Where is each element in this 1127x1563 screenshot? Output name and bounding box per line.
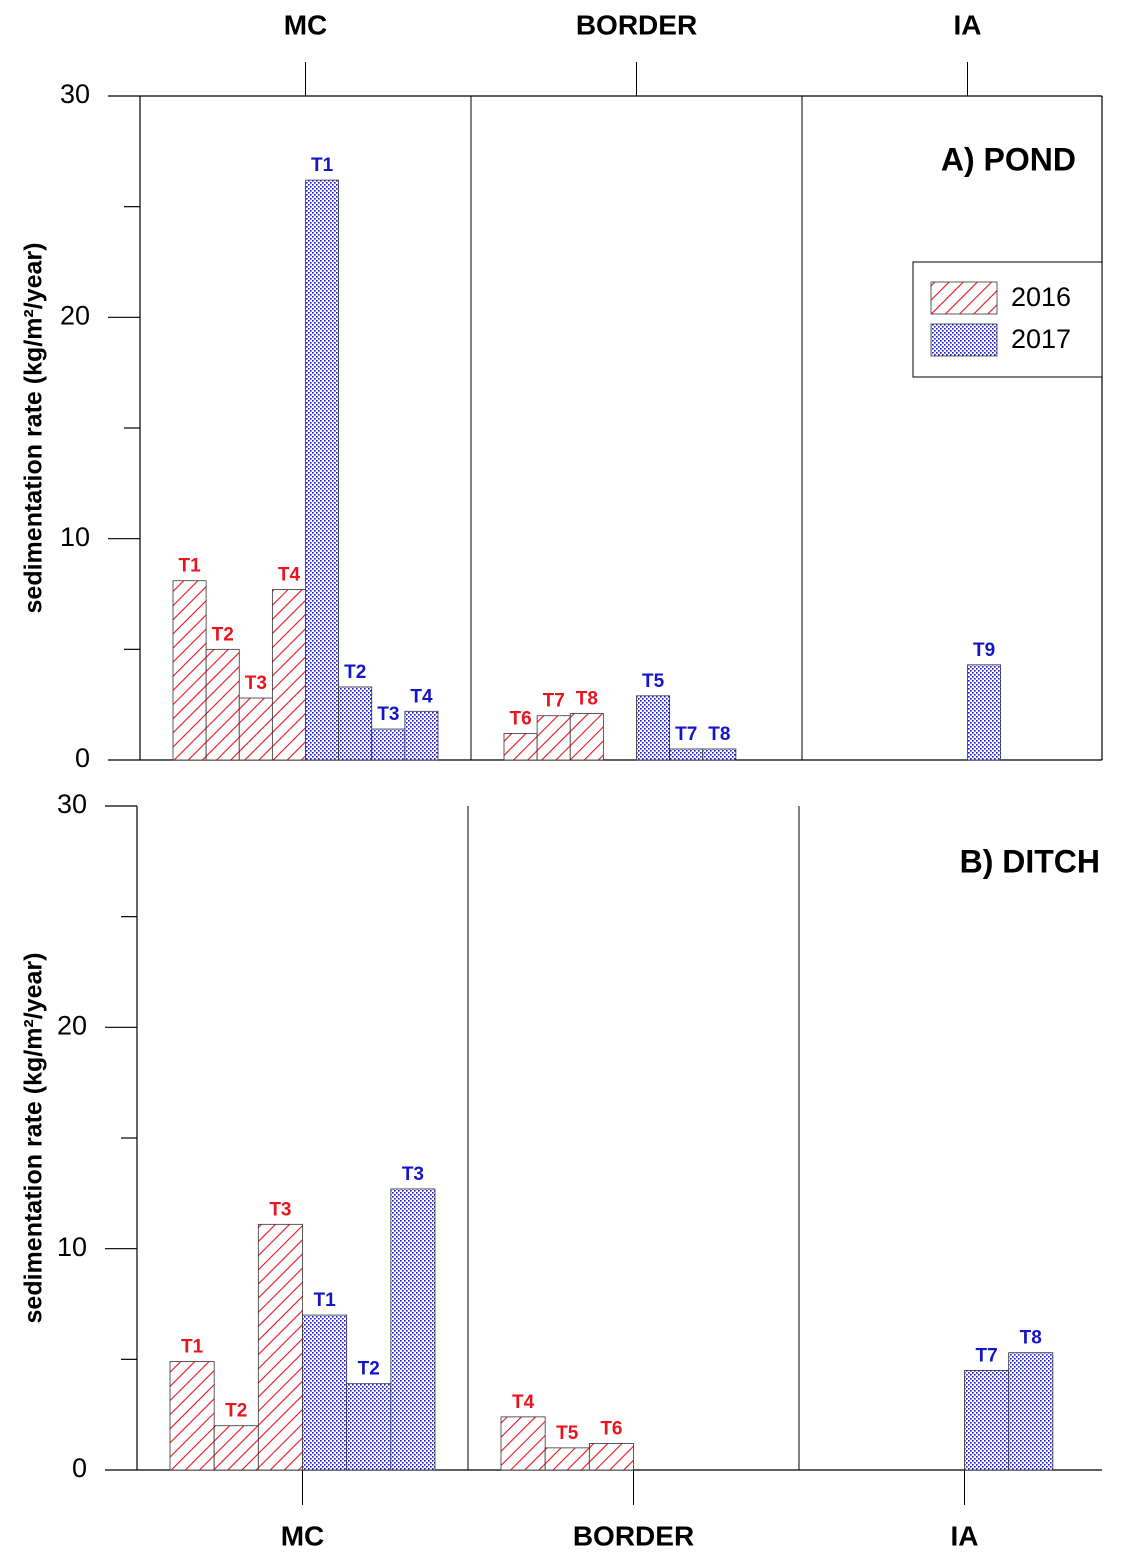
category-label: IA [951, 1520, 979, 1551]
bar-label: T3 [269, 1199, 291, 1220]
y-tick-label: 10 [57, 1232, 87, 1262]
bar [305, 179, 340, 761]
bar-label: T4 [278, 565, 301, 586]
bar-label: T7 [543, 691, 565, 712]
bar [302, 1314, 348, 1471]
bar [271, 589, 306, 761]
bar-label: T2 [358, 1359, 380, 1380]
bar-label: T8 [708, 724, 730, 745]
bar-label: T6 [600, 1418, 622, 1439]
bar-label: T2 [212, 624, 234, 645]
y-tick-label: 0 [75, 743, 90, 773]
y-tick-label: 0 [72, 1453, 87, 1483]
bar [536, 715, 571, 761]
y-tick-label: 10 [60, 522, 90, 552]
legend-swatch [930, 281, 998, 315]
legend-swatch [930, 323, 998, 357]
bar-label: T2 [344, 662, 366, 683]
bar-label: T5 [556, 1423, 579, 1444]
bar-label: T4 [410, 686, 433, 707]
bar-label: T5 [642, 671, 665, 692]
bar [213, 1425, 259, 1471]
bar [404, 710, 439, 761]
bar-label: T1 [181, 1337, 204, 1358]
bar [1008, 1352, 1054, 1471]
bar [390, 1188, 436, 1471]
category-label: IA [954, 9, 982, 40]
bar-label: T6 [509, 708, 531, 729]
bar-label: T3 [377, 704, 399, 725]
bar-label: T1 [311, 155, 334, 176]
category-label: MC [281, 1520, 325, 1551]
category-label: MC [284, 9, 328, 40]
bar [544, 1447, 590, 1471]
bar [338, 686, 373, 761]
bar-label: T8 [1020, 1328, 1042, 1349]
bar [371, 728, 406, 761]
bar [205, 648, 240, 761]
bar-label: T8 [576, 689, 598, 710]
bar [964, 1370, 1010, 1471]
bar-label: T7 [675, 724, 697, 745]
bar-label: T2 [225, 1401, 247, 1422]
y-axis-label: sedimentation rate (kg/m²/year) [20, 243, 48, 614]
category-label: BORDER [573, 1520, 694, 1551]
bar-label: T7 [975, 1345, 997, 1366]
category-label: BORDER [576, 9, 697, 40]
bar [172, 580, 207, 761]
legend-box [912, 261, 1103, 378]
bar [702, 748, 737, 761]
y-tick-label: 20 [57, 1010, 87, 1040]
bar-label: T1 [313, 1290, 336, 1311]
bar [503, 733, 538, 761]
bar-label: T3 [245, 673, 267, 694]
bar [967, 664, 1002, 761]
legend-label: 2017 [1011, 324, 1071, 354]
bar [346, 1383, 392, 1471]
bar [636, 695, 671, 761]
bar-label: T3 [402, 1164, 424, 1185]
panel-title: B) DITCH [960, 843, 1100, 879]
bar-label: T1 [178, 556, 201, 577]
bar-label: T4 [512, 1392, 535, 1413]
bar [238, 697, 273, 761]
y-tick-label: 30 [60, 79, 90, 109]
bar [588, 1443, 634, 1471]
bar [669, 748, 704, 761]
bar-label: T9 [973, 640, 995, 661]
y-tick-label: 30 [57, 789, 87, 819]
bar [569, 713, 604, 761]
panel-title: A) POND [941, 141, 1076, 177]
bar [500, 1416, 546, 1471]
bar [169, 1361, 215, 1471]
y-tick-label: 20 [60, 300, 90, 330]
legend-label: 2016 [1011, 282, 1071, 312]
y-axis-label: sedimentation rate (kg/m²/year) [20, 953, 48, 1324]
bar [257, 1223, 303, 1471]
